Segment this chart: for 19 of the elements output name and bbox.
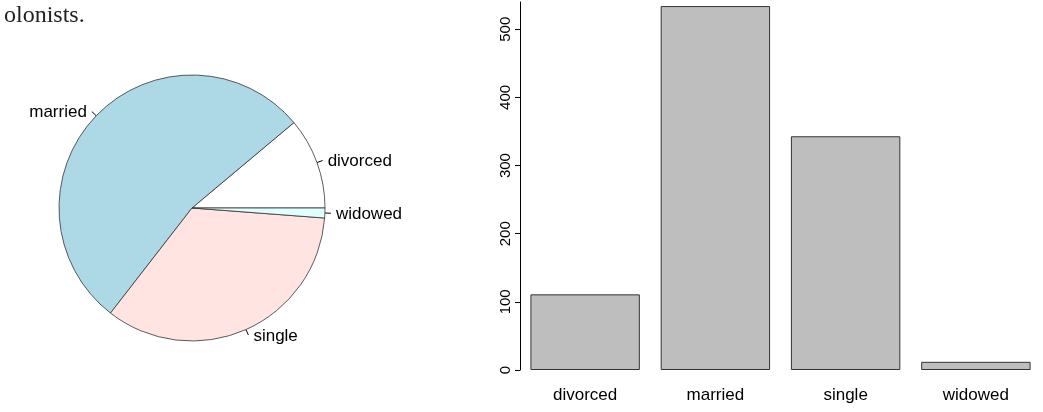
slice-label: married <box>29 102 87 122</box>
x-tick-label: widowed <box>941 385 1009 404</box>
x-tick-label: single <box>823 385 868 404</box>
slice-label: widowed <box>334 203 403 223</box>
y-tick-label: 200 <box>496 221 513 247</box>
y-tick-label: 0 <box>496 365 513 375</box>
text: olonists. <box>4 1 85 27</box>
bar <box>530 294 640 370</box>
y-tick-label: 500 <box>496 16 513 42</box>
bar <box>921 361 1031 370</box>
bar <box>660 6 771 370</box>
bar <box>790 136 901 370</box>
y-tick-label: 100 <box>496 289 513 315</box>
y-tick-label: 400 <box>496 84 513 110</box>
x-tick-label: married <box>686 385 745 404</box>
slice-label: single <box>253 325 298 345</box>
x-tick-label: divorced <box>552 385 618 404</box>
slice-label: divorced <box>327 151 392 170</box>
y-tick-label: 300 <box>496 153 513 179</box>
